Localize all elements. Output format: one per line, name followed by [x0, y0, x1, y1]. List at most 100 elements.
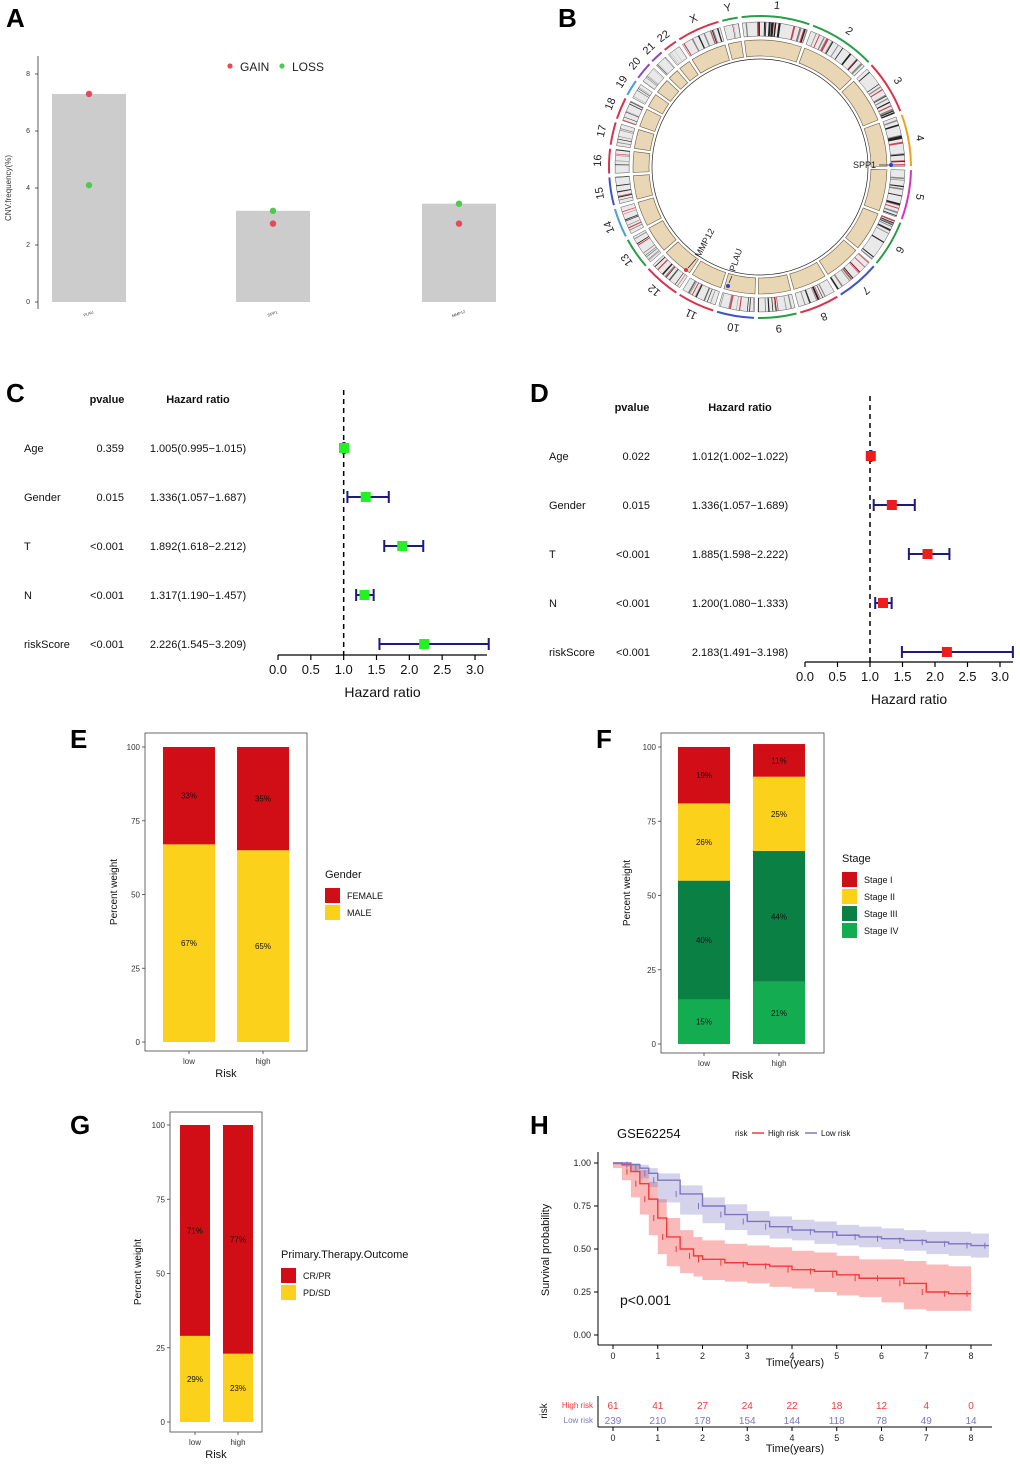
survival-curve [613, 1162, 971, 1295]
row-name: T [24, 541, 31, 553]
cytoband [615, 155, 630, 157]
segment-label: 44% [771, 912, 787, 921]
row-name: N [549, 598, 557, 610]
cytoband [840, 269, 851, 282]
row-pvalue: <0.001 [616, 647, 650, 659]
hazard-ratio-marker [419, 639, 430, 649]
cytoband [703, 287, 710, 301]
cytoband [890, 161, 905, 163]
x-tick-label: 0.5 [828, 669, 846, 684]
chromosome-color-arc [716, 310, 755, 319]
cytoband [746, 297, 749, 312]
cytoband [730, 295, 734, 310]
risk-count: 118 [829, 1416, 845, 1427]
cytoband [618, 136, 633, 140]
chromosome-label: 22 [655, 28, 672, 45]
cytoband [774, 297, 777, 312]
cytoband [800, 291, 806, 305]
cytoband [626, 110, 640, 117]
x-tick-label: 1.5 [367, 662, 385, 677]
chromosome-color-arc [664, 40, 677, 51]
cytoband [861, 249, 873, 260]
cytoband [885, 124, 900, 130]
hazard-ratio-marker [922, 549, 933, 559]
x-tick-label: low [698, 1059, 710, 1068]
cytoband [688, 280, 696, 294]
row-hr: 1.005(0.995−1.015) [150, 443, 246, 455]
cnv-track [727, 41, 744, 60]
cytoband [842, 268, 852, 281]
spp1-marker [889, 163, 893, 167]
chromosome-label: 1 [773, 0, 780, 12]
cytoband [883, 210, 897, 217]
p-value: p<0.001 [620, 1292, 671, 1308]
cytoband [620, 128, 634, 133]
row-name: Age [24, 443, 44, 455]
segment-label: 77% [230, 1235, 246, 1244]
x-tick-label: PLAU [83, 309, 95, 317]
y-tick-label: 25 [647, 966, 656, 975]
column-header-hr: Hazard ratio [708, 402, 772, 414]
legend-label: FEMALE [347, 891, 383, 901]
loss-point [85, 181, 93, 189]
cytoband [800, 29, 806, 43]
cytoband [627, 219, 641, 226]
row-name: N [24, 590, 32, 602]
chromosome-ideogram [632, 229, 662, 263]
chromosome-ideogram [656, 56, 676, 76]
legend-loss-label: LOSS [292, 60, 324, 74]
cytoband [749, 297, 751, 312]
cytoband [674, 273, 684, 285]
x-tick-label: 7 [924, 1351, 929, 1361]
segment-label: 15% [696, 1018, 712, 1027]
cytoband [816, 284, 824, 298]
chromosome-label: 7 [859, 283, 871, 296]
legend-label: Stage III [864, 909, 898, 919]
cytoband [880, 217, 894, 224]
chromosome-color-arc [679, 293, 714, 312]
legend-title: Primary.Therapy.Outcome [281, 1249, 408, 1261]
y-tick-label: 50 [647, 892, 656, 901]
row-pvalue: <0.001 [90, 590, 124, 602]
cnv-track [657, 80, 680, 102]
row-hr: 1.336(1.057−1.687) [150, 492, 246, 504]
cytoband [773, 297, 776, 312]
inner-circle [651, 58, 869, 276]
y-tick-label: 0.25 [573, 1287, 591, 1297]
cnv-track [679, 61, 699, 82]
table-x-axis-label: Time(years) [766, 1443, 824, 1455]
y-tick-label: 2 [26, 242, 30, 249]
table-ylabel: risk [539, 1402, 550, 1419]
y-tick-label: 0 [652, 1040, 657, 1049]
risk-count: 144 [784, 1416, 801, 1427]
legend-loss-marker [279, 63, 285, 69]
panel-c-forest-plot: pvalue Hazard ratio Age 0.359 1.005(0.995−1.… [24, 390, 490, 700]
cytoband [617, 189, 632, 193]
chromosome-color-arc [812, 24, 870, 63]
panel-d-forest-plot: pvalue Hazard ratio Age 0.022 1.012(1.002−1.… [549, 396, 1014, 707]
x-tick-label: 1 [655, 1351, 660, 1361]
legend-label: High risk [768, 1129, 800, 1138]
segment-label: 71% [187, 1226, 203, 1235]
risk-count: 78 [876, 1416, 888, 1427]
bar-segment [753, 981, 805, 1044]
chromosome-label: X [688, 12, 700, 26]
chromosome-color-arc [840, 265, 875, 296]
cytoband [764, 22, 767, 37]
bar-segment [678, 803, 730, 881]
cytoband [615, 154, 630, 157]
gain-point [455, 220, 463, 227]
cytoband [616, 183, 631, 187]
chromosome-label: 19 [614, 74, 631, 91]
table-x-tick-label: 4 [789, 1433, 794, 1443]
cytoband [669, 53, 679, 65]
cytoband [716, 28, 723, 42]
cytoband [618, 193, 632, 198]
cnv-track [723, 273, 756, 295]
risk-count: 0 [968, 1401, 974, 1412]
column-header-hr: Hazard ratio [166, 394, 230, 406]
segment-label: 29% [187, 1375, 203, 1384]
chromosome-color-arc [900, 114, 912, 167]
cytoband [884, 207, 898, 214]
cnv-track [691, 44, 730, 74]
